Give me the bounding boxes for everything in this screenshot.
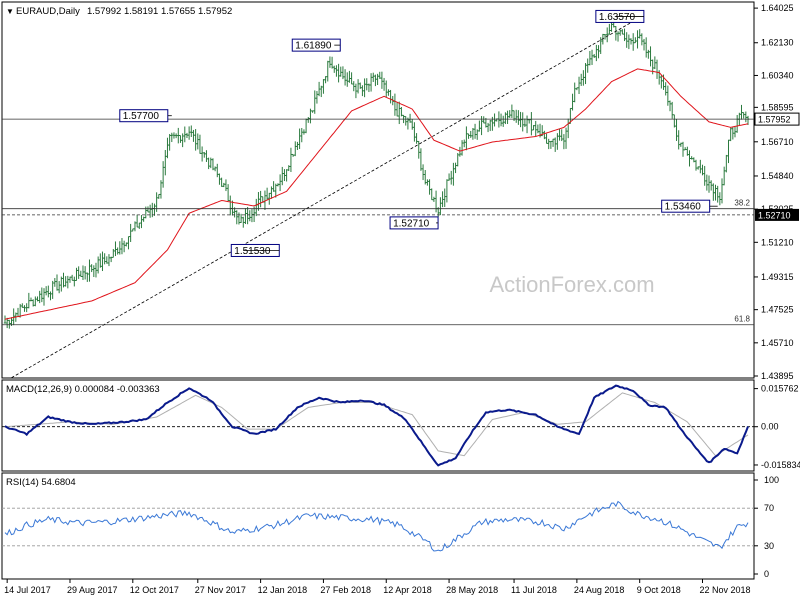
y-tick-label: 1.47525 — [761, 305, 794, 315]
swing-callout-label: 1.51530 — [234, 246, 271, 257]
price-overlays: 38.2 61.8 — [2, 21, 754, 379]
swing-callout-label: 1.63570 — [599, 12, 636, 23]
rsi-panel — [1, 472, 755, 580]
rsi-layer — [2, 500, 754, 552]
rsi-line — [4, 500, 749, 552]
y-tick-label: 1.53025 — [761, 204, 794, 214]
x-tick-label: 11 Jul 2018 — [511, 585, 557, 595]
x-tick-label: 12 Apr 2018 — [383, 585, 432, 595]
x-tick-label: 12 Oct 2017 — [130, 585, 179, 595]
price-tag-box — [755, 208, 799, 221]
fib-level-label: 61.8 — [734, 315, 750, 324]
trendline — [11, 21, 634, 379]
y-tick-label: 1.51210 — [761, 237, 794, 247]
macd-y-tick-label: 0.00 — [761, 422, 779, 432]
x-tick-label: 14 Jul 2017 — [4, 585, 51, 595]
x-tick-label: 27 Feb 2018 — [320, 585, 371, 595]
swing-callout-label: 1.53460 — [665, 202, 702, 213]
header-arrow-icon: ▼ — [6, 7, 14, 16]
rsi-y-tick-label: 100 — [764, 475, 779, 485]
y-tick-label: 1.60340 — [761, 70, 794, 80]
price-tag-label: 1.52710 — [758, 210, 791, 220]
x-tick-label: 24 Aug 2018 — [574, 585, 625, 595]
rsi-y-tick-label: 0 — [764, 569, 769, 579]
callout-layer: 1.57700 1.51530 1.61890 1.52710 1.63570 1.534… — [119, 9, 718, 257]
swing-callout-label: 1.61890 — [295, 41, 332, 52]
y-tick-label: 1.43895 — [761, 371, 794, 381]
x-tick-label: 27 Nov 2017 — [195, 585, 246, 595]
rsi-header: RSI(14) 54.6804 — [6, 477, 76, 488]
rsi-y-tick-label: 30 — [764, 541, 774, 551]
y-tick-label: 1.58595 — [761, 102, 794, 112]
macd-layer — [2, 384, 754, 467]
x-tick-label: 28 May 2018 — [446, 585, 498, 595]
macd-header: MACD(12,26,9) 0.000084 -0.003363 — [6, 384, 160, 395]
chart-header-ohlc: 1.57992 1.58191 1.57655 1.57952 — [87, 6, 232, 17]
price-bars — [3, 19, 750, 329]
x-tick-label: 22 Nov 2018 — [700, 585, 751, 595]
swing-callout-label: 1.57700 — [123, 111, 160, 122]
y-tick-label: 1.45710 — [761, 338, 794, 348]
price-panel — [1, 1, 755, 379]
current-price-box — [754, 112, 800, 126]
sma-line — [4, 68, 749, 320]
macd-line — [4, 384, 749, 467]
y-tick-label: 1.56710 — [761, 137, 794, 147]
fib-level-label: 38.2 — [734, 199, 750, 208]
chart-header-symbol: EURAUD,Daily — [16, 6, 80, 17]
rsi-y-tick-label: 70 — [764, 503, 774, 513]
y-tick-label: 1.49315 — [761, 272, 794, 282]
current-price-label: 1.57952 — [758, 115, 791, 125]
macd-y-tick-label: 0.015762 — [761, 384, 799, 394]
y-tick-label: 1.62130 — [761, 38, 794, 48]
x-tick-label: 29 Aug 2017 — [67, 585, 118, 595]
x-tick-label: 12 Jan 2018 — [258, 585, 308, 595]
watermark: ActionForex.com — [489, 272, 654, 297]
x-tick-label: 9 Oct 2018 — [637, 585, 681, 595]
y-tick-label: 1.54840 — [761, 171, 794, 181]
y-tick-label: 1.64025 — [761, 3, 794, 13]
axis-layer: 1.52710 1.64025 1.62130 1.60340 1.58595 1.567… — [4, 3, 800, 595]
macd-y-tick-label: -0.015834 — [761, 460, 800, 470]
swing-callout-label: 1.52710 — [393, 218, 430, 229]
